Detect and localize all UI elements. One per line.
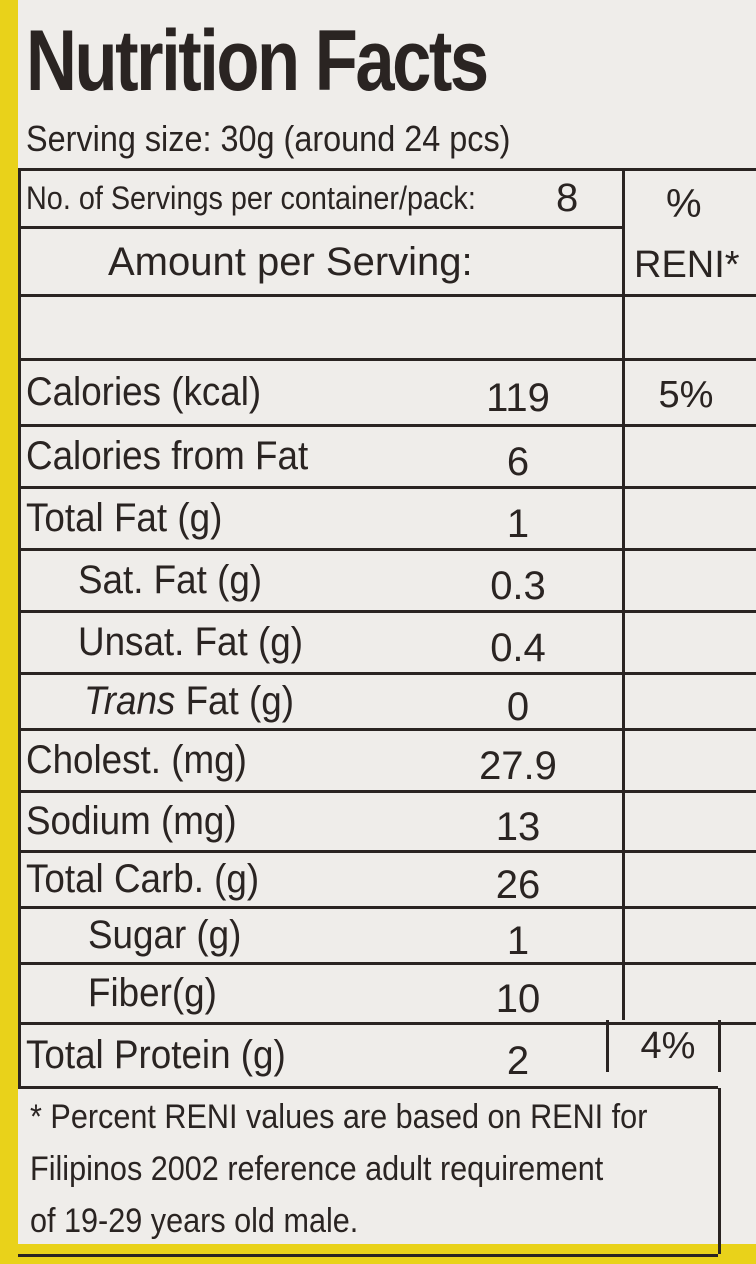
title: Nutrition Facts: [26, 13, 489, 109]
rule: [606, 1020, 609, 1072]
rule: [18, 548, 756, 551]
row-label: Calories from Fat: [26, 434, 309, 478]
servings-label: No. of Servings per container/pack:: [26, 180, 476, 216]
rule: [18, 1022, 756, 1025]
footnote-line: Filipinos 2002 reference adult requireme…: [30, 1150, 604, 1188]
serving-size: Serving size: 30g (around 24 pcs): [26, 118, 511, 159]
row-amount: 2: [506, 1039, 530, 1083]
row-amount: 13: [495, 805, 541, 849]
row-amount: 6: [506, 440, 530, 484]
rule: [18, 424, 756, 427]
row-label: Cholest. (mg): [26, 738, 247, 782]
row-amount: 119: [486, 376, 550, 420]
amount-header: Amount per Serving:: [108, 240, 473, 284]
percent-header: %: [666, 182, 702, 226]
rule: [18, 850, 756, 853]
rule: [18, 168, 756, 171]
row-amount: 26: [495, 863, 541, 907]
row-label: Sodium (mg): [26, 799, 237, 843]
rule: [18, 962, 756, 965]
servings-value: 8: [556, 176, 579, 220]
row-amount: 0.4: [490, 626, 546, 670]
rule: [18, 610, 756, 613]
row-label: Unsat. Fat (g): [78, 620, 303, 664]
row-amount: 0: [506, 685, 530, 729]
row-label: Total Carb. (g): [26, 857, 260, 901]
row-reni: 4%: [640, 1025, 696, 1067]
row-label: Sat. Fat (g): [78, 558, 263, 602]
row-label: Calories (kcal): [26, 370, 262, 414]
row-amount: 1: [506, 919, 530, 963]
rule: [718, 1020, 721, 1072]
row-label: Total Protein (g): [26, 1033, 286, 1077]
rule: [18, 728, 756, 731]
row-label: Sugar (g): [88, 913, 242, 957]
rule: [18, 790, 756, 793]
rule: [18, 358, 756, 361]
rule: [718, 1088, 721, 1254]
rule: [18, 486, 756, 489]
row-label-italic: Trans: [84, 679, 176, 723]
reni-header: RENI*: [634, 244, 740, 286]
row-amount: 27.9: [479, 744, 557, 788]
row-label-text: Fat (g): [185, 679, 294, 723]
rule: [18, 226, 622, 229]
rule: [18, 1254, 718, 1257]
rule: [622, 168, 625, 1020]
footnote-line: * Percent RENI values are based on RENI …: [30, 1098, 648, 1136]
row-label: Total Fat (g): [26, 496, 223, 540]
row-amount: 0.3: [490, 564, 546, 608]
row-label: Trans Fat (g): [84, 679, 294, 724]
nutrition-label: Nutrition Facts Serving size: 30g (aroun…: [18, 0, 756, 1257]
row-amount: 10: [495, 977, 541, 1021]
footnote-line: of 19-29 years old male.: [30, 1202, 359, 1240]
rule: [18, 672, 756, 675]
rule: [18, 294, 756, 297]
row-label: Fiber(g): [88, 971, 217, 1015]
row-amount: 1: [506, 502, 530, 546]
rule: [18, 168, 21, 1086]
rule: [18, 1086, 718, 1089]
rule: [18, 906, 756, 909]
row-reni: 5%: [658, 374, 714, 416]
